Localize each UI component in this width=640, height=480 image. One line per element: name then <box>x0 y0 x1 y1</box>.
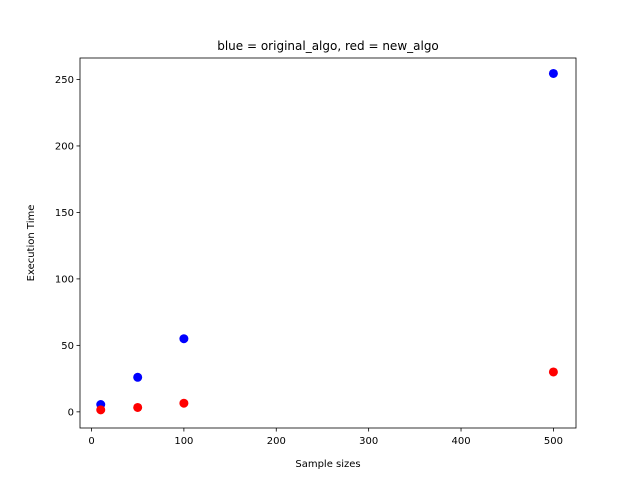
data-point-series-2 <box>96 405 106 415</box>
data-point-series-1 <box>133 372 143 382</box>
data-points <box>96 68 558 415</box>
data-point-series-1 <box>179 334 189 344</box>
y-axis-label: Execution Time <box>26 205 37 282</box>
x-axis-label: Sample sizes <box>295 459 360 470</box>
y-tick-label: 200 <box>55 141 74 152</box>
data-point-series-1 <box>548 68 558 78</box>
x-axis-ticks: 0 100 200 300 400 500 <box>88 428 563 447</box>
plot-area <box>80 58 576 428</box>
y-tick-label: 250 <box>55 75 74 86</box>
y-tick-label: 50 <box>61 341 74 352</box>
x-tick-label: 500 <box>544 436 563 447</box>
data-point-series-2 <box>179 398 189 408</box>
y-tick-label: 100 <box>55 274 74 285</box>
y-tick-label: 0 <box>68 407 74 418</box>
x-tick-label: 0 <box>88 436 94 447</box>
data-point-series-2 <box>548 367 558 377</box>
x-tick-label: 100 <box>174 436 193 447</box>
y-axis-ticks: 0 50 100 150 200 250 <box>55 75 80 418</box>
x-tick-label: 300 <box>359 436 378 447</box>
plot-frame <box>79 57 577 429</box>
x-tick-label: 200 <box>267 436 286 447</box>
y-tick-label: 150 <box>55 208 74 219</box>
x-tick-label: 400 <box>451 436 470 447</box>
chart-title: blue = original_algo, red = new_algo <box>217 39 439 53</box>
data-point-series-2 <box>133 402 143 412</box>
